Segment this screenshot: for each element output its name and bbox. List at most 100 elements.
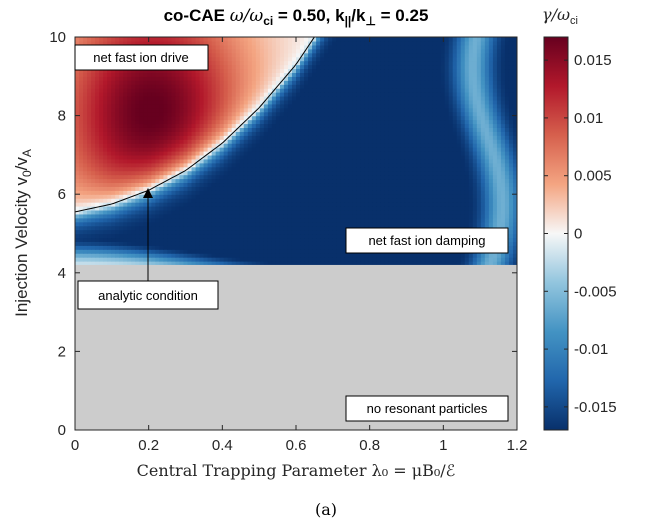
heatmap-cell bbox=[279, 225, 285, 231]
heatmap-cell bbox=[247, 170, 253, 176]
heatmap-cell bbox=[400, 147, 406, 152]
heatmap-cell bbox=[183, 233, 189, 239]
heatmap-cell bbox=[175, 237, 181, 242]
heatmap-cell bbox=[275, 245, 281, 250]
heatmap-cell bbox=[99, 84, 104, 89]
heatmap-cell bbox=[308, 217, 313, 223]
heatmap-cell bbox=[436, 131, 442, 136]
heatmap-cell bbox=[512, 147, 517, 152]
heatmap-cell bbox=[247, 174, 253, 180]
heatmap-cell bbox=[304, 147, 309, 152]
heatmap-cell bbox=[163, 107, 169, 113]
heatmap-cell bbox=[500, 190, 506, 195]
heatmap-cell bbox=[195, 95, 201, 101]
heatmap-cell bbox=[316, 198, 321, 203]
heatmap-cell bbox=[312, 170, 317, 176]
heatmap-cell bbox=[143, 205, 148, 211]
heatmap-cell bbox=[223, 174, 229, 180]
heatmap-cell bbox=[151, 99, 156, 105]
heatmap-cell bbox=[223, 139, 229, 144]
heatmap-cell bbox=[255, 95, 261, 101]
heatmap-cell bbox=[211, 182, 217, 187]
heatmap-cell bbox=[464, 135, 470, 140]
heatmap-cell bbox=[227, 225, 233, 231]
heatmap-cell bbox=[99, 194, 104, 199]
heatmap-cell bbox=[183, 170, 189, 176]
heatmap-cell bbox=[500, 95, 506, 101]
heatmap-cell bbox=[512, 103, 517, 109]
heatmap-cell bbox=[392, 111, 398, 117]
heatmap-cell bbox=[460, 123, 466, 128]
heatmap-cell bbox=[392, 198, 398, 203]
heatmap-cell bbox=[392, 162, 398, 168]
heatmap-cell bbox=[83, 249, 88, 254]
heatmap-cell bbox=[368, 158, 373, 164]
heatmap-cell bbox=[376, 170, 381, 176]
heatmap-cell bbox=[227, 202, 233, 207]
heatmap-cell bbox=[147, 202, 152, 207]
heatmap-cell bbox=[283, 99, 289, 105]
heatmap-cell bbox=[247, 135, 253, 140]
heatmap-cell bbox=[195, 174, 201, 180]
heatmap-cell bbox=[496, 119, 502, 125]
heatmap-cell bbox=[432, 194, 438, 199]
heatmap-cell bbox=[111, 225, 116, 231]
heatmap-cell bbox=[155, 103, 160, 109]
heatmap-cell bbox=[135, 249, 140, 254]
heatmap-cell bbox=[275, 205, 281, 211]
heatmap-cell bbox=[191, 115, 197, 121]
heatmap-cell bbox=[420, 127, 426, 132]
heatmap-cell bbox=[155, 111, 160, 117]
heatmap-cell bbox=[476, 107, 482, 113]
heatmap-cell bbox=[227, 147, 233, 152]
heatmap-cell bbox=[255, 170, 261, 176]
heatmap-cell bbox=[432, 111, 438, 117]
heatmap-cell bbox=[324, 147, 329, 152]
heatmap-cell bbox=[111, 245, 116, 250]
heatmap-cell bbox=[251, 194, 257, 199]
heatmap-cell bbox=[183, 135, 189, 140]
heatmap-cell bbox=[328, 111, 333, 117]
heatmap-cell bbox=[83, 174, 88, 180]
heatmap-cell bbox=[239, 123, 245, 128]
heatmap-cell bbox=[275, 253, 281, 258]
heatmap-cell bbox=[167, 205, 173, 211]
heatmap-cell bbox=[504, 261, 510, 266]
heatmap-cell bbox=[300, 194, 305, 199]
heatmap-cell bbox=[291, 229, 297, 235]
heatmap-cell bbox=[259, 186, 265, 191]
heatmap-cell bbox=[436, 178, 442, 184]
heatmap-cell bbox=[336, 111, 341, 117]
heatmap-cell bbox=[472, 127, 478, 132]
heatmap-cell bbox=[167, 111, 173, 117]
heatmap-cell bbox=[131, 217, 136, 223]
heatmap-cell bbox=[203, 202, 209, 207]
heatmap-cell bbox=[187, 139, 193, 144]
heatmap-cell bbox=[107, 225, 112, 231]
heatmap-cell bbox=[456, 147, 462, 152]
heatmap-cell bbox=[215, 139, 221, 144]
heatmap-cell bbox=[251, 178, 257, 184]
heatmap-cell bbox=[139, 123, 144, 128]
heatmap-cell bbox=[480, 170, 486, 176]
heatmap-cell bbox=[504, 158, 510, 164]
heatmap-cell bbox=[504, 92, 510, 97]
heatmap-cell bbox=[107, 154, 112, 160]
heatmap-cell bbox=[500, 198, 506, 203]
heatmap-cell bbox=[360, 190, 365, 195]
heatmap-cell bbox=[183, 174, 189, 180]
heatmap-cell bbox=[328, 166, 333, 172]
heatmap-cell bbox=[179, 127, 185, 132]
heatmap-cell bbox=[468, 127, 474, 132]
heatmap-cell bbox=[207, 107, 213, 113]
heatmap-cell bbox=[79, 178, 84, 184]
heatmap-cell bbox=[448, 131, 454, 136]
heatmap-cell bbox=[412, 158, 418, 164]
heatmap-cell bbox=[508, 233, 514, 239]
heatmap-cell bbox=[368, 253, 373, 258]
heatmap-cell bbox=[344, 261, 349, 266]
heatmap-cell bbox=[175, 107, 181, 113]
heatmap-cell bbox=[488, 182, 494, 187]
heatmap-cell bbox=[504, 99, 510, 105]
heatmap-cell bbox=[91, 237, 96, 242]
